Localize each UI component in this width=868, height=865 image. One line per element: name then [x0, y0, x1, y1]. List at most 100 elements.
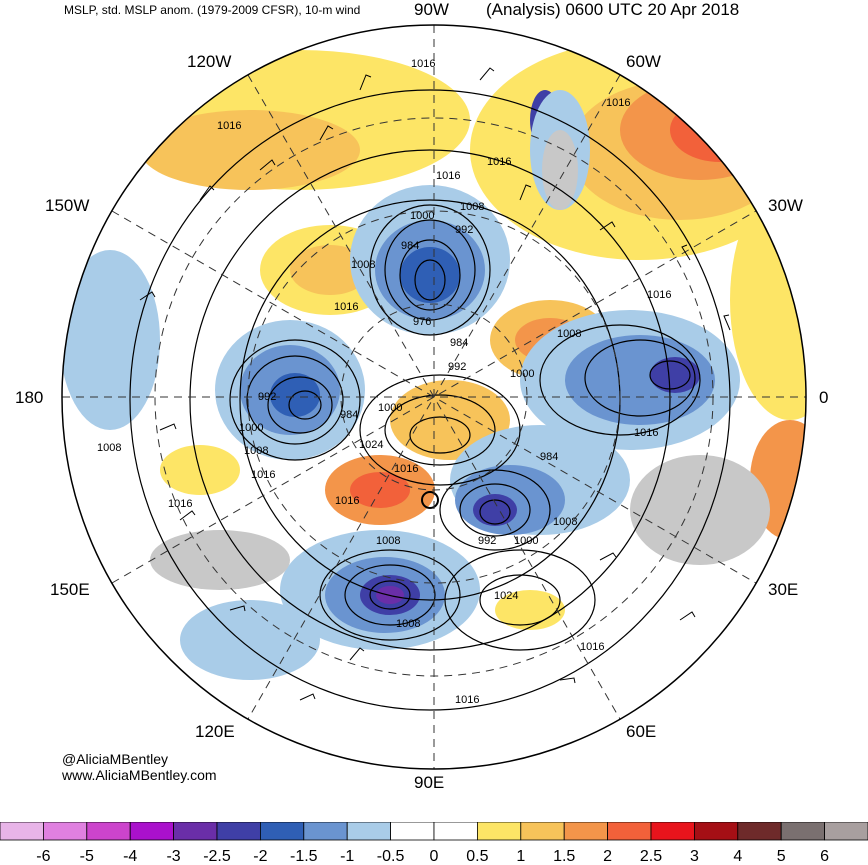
contour-label-group: 1016 1016 1016 1016 1016 1016 1016 1016 … [97, 58, 671, 706]
label-1016-f: 1016 [647, 289, 671, 301]
label-992-a: 992 [455, 224, 473, 236]
label-1008-h: 1008 [396, 618, 420, 630]
colorbar-swatch [86, 822, 131, 841]
label-1000-b: 1000 [510, 368, 534, 380]
colorbar-swatch [216, 822, 261, 841]
label-1008-g: 1008 [376, 535, 400, 547]
colorbar-swatch [607, 822, 652, 841]
label-1016-c: 1016 [217, 120, 241, 132]
label-1016-j: 1016 [394, 463, 418, 475]
colorbar-swatch [303, 822, 348, 841]
label-1008-f: 1008 [553, 516, 577, 528]
lon-label-90e: 90E [414, 773, 445, 792]
label-1016-h: 1016 [634, 427, 658, 439]
colorbar-tick-label: 1.5 [553, 848, 575, 865]
colorbar-tick-label: -2.5 [203, 848, 231, 865]
label-1024-b: 1024 [494, 590, 518, 602]
colorbar-swatch [129, 822, 174, 841]
colorbar-swatch [173, 822, 218, 841]
colorbar-tick-label: 1 [516, 848, 525, 865]
graticule [62, 25, 806, 769]
colorbar-tick-label: 2 [603, 848, 612, 865]
colorbar-swatch [346, 822, 392, 841]
label-984-b: 984 [450, 337, 468, 349]
lon-label-120w: 120W [187, 52, 232, 71]
label-1000-d: 1000 [239, 422, 263, 434]
colorbar-tick-label: 5 [777, 848, 786, 865]
label-984-d: 984 [540, 451, 558, 463]
lon-label-0: 0 [819, 388, 829, 407]
colorbar-swatch [43, 822, 88, 841]
label-1008-c: 1008 [557, 328, 581, 340]
colorbar-tick-labels: -6 -5 -4 -3 -2.5 -2 -1.5 -1 -0.5 0 0.5 1 1.5 2 2.5 3 4 5 6 [36, 848, 829, 865]
colorbar-tick-label: -2 [253, 848, 267, 865]
colorbar-swatch [780, 822, 826, 841]
label-1000-a: 1000 [410, 210, 434, 222]
credit-handle: @AliciaMBentley [62, 751, 169, 767]
label-992-c: 992 [258, 391, 276, 403]
label-976: 976 [413, 316, 431, 328]
label-984-a: 984 [401, 240, 419, 252]
lon-label-180: 180 [15, 388, 44, 407]
label-992-b: 992 [448, 361, 466, 373]
label-1016-d: 1016 [487, 156, 511, 168]
colorbar-swatch [520, 822, 565, 841]
map-title: (Analysis) 0600 UTC 20 Apr 2018 [486, 0, 740, 19]
colorbar-tick-label: 0.5 [466, 848, 488, 865]
lon-label-150w: 150W [45, 196, 90, 215]
credit-website: www.AliciaMBentley.com [62, 767, 217, 783]
isobar-contours [129, 89, 731, 711]
lon-label-120e: 120E [195, 722, 235, 741]
label-1016-i: 1016 [251, 469, 275, 481]
label-1016-k: 1016 [335, 495, 359, 507]
label-984-c: 984 [340, 409, 358, 421]
label-1000-c: 1000 [378, 402, 402, 414]
label-1024-a: 1024 [359, 439, 383, 451]
colorbar-swatch [433, 822, 478, 841]
colorbar-tick-label: -0.5 [377, 848, 405, 865]
colorbar-tick-label: -5 [80, 848, 94, 865]
colorbar-swatch [563, 822, 609, 841]
lon-label-60e: 60E [626, 722, 657, 741]
colorbar-tick-label: -3 [166, 848, 180, 865]
label-1016-e: 1016 [436, 170, 460, 182]
label-1008-d: 1008 [244, 445, 268, 457]
label-1016-n: 1016 [455, 694, 479, 706]
map-border [61, 24, 807, 770]
colorbar: -6 -5 -4 -3 -2.5 -2 -1.5 -1 -0.5 0 0.5 1 1.5 2 2.5 3 4 5 6 [0, 822, 868, 865]
colorbar-swatch [737, 822, 782, 841]
colorbar-swatch [259, 822, 305, 841]
colorbar-tick-label: -1 [340, 848, 354, 865]
polar-map: 1016 1016 1016 1016 1016 1016 1016 1016 … [61, 24, 807, 770]
colorbar-swatch [390, 822, 435, 841]
colorbar-tick-label: -4 [123, 848, 137, 865]
label-1016-m: 1016 [580, 641, 604, 653]
colorbar-swatch [694, 822, 739, 841]
map-subtitle: MSLP, std. MSLP anom. (1979-2009 CFSR), … [64, 3, 361, 17]
lon-label-60w: 60W [626, 52, 661, 71]
label-1016-a: 1016 [411, 58, 435, 70]
colorbar-swatch [650, 822, 695, 841]
colorbar-tick-label: 3 [690, 848, 699, 865]
lon-label-30e: 30E [768, 580, 799, 599]
colorbar-swatch [0, 822, 44, 841]
lon-label-90w: 90W [414, 0, 449, 19]
colorbar-swatch [476, 822, 522, 841]
label-992-d: 992 [478, 535, 496, 547]
lon-label-30w: 30W [768, 196, 803, 215]
colorbar-tick-label: 6 [820, 848, 829, 865]
label-1008-e: 1008 [97, 442, 121, 454]
label-1016-b: 1016 [606, 97, 630, 109]
label-1016-l: 1016 [168, 498, 192, 510]
colorbar-tick-label: 2.5 [640, 848, 662, 865]
colorbar-swatches [0, 822, 868, 841]
label-1008-a: 1008 [460, 201, 484, 213]
wind-barbs [139, 67, 731, 701]
label-1016-g: 1016 [334, 301, 358, 313]
label-1000-e: 1000 [514, 535, 538, 547]
lon-label-150e: 150E [50, 580, 90, 599]
label-1008-b: 1008 [351, 259, 375, 271]
colorbar-tick-label: -6 [36, 848, 50, 865]
colorbar-tick-label: -1.5 [290, 848, 318, 865]
colorbar-tick-label: 0 [430, 848, 439, 865]
